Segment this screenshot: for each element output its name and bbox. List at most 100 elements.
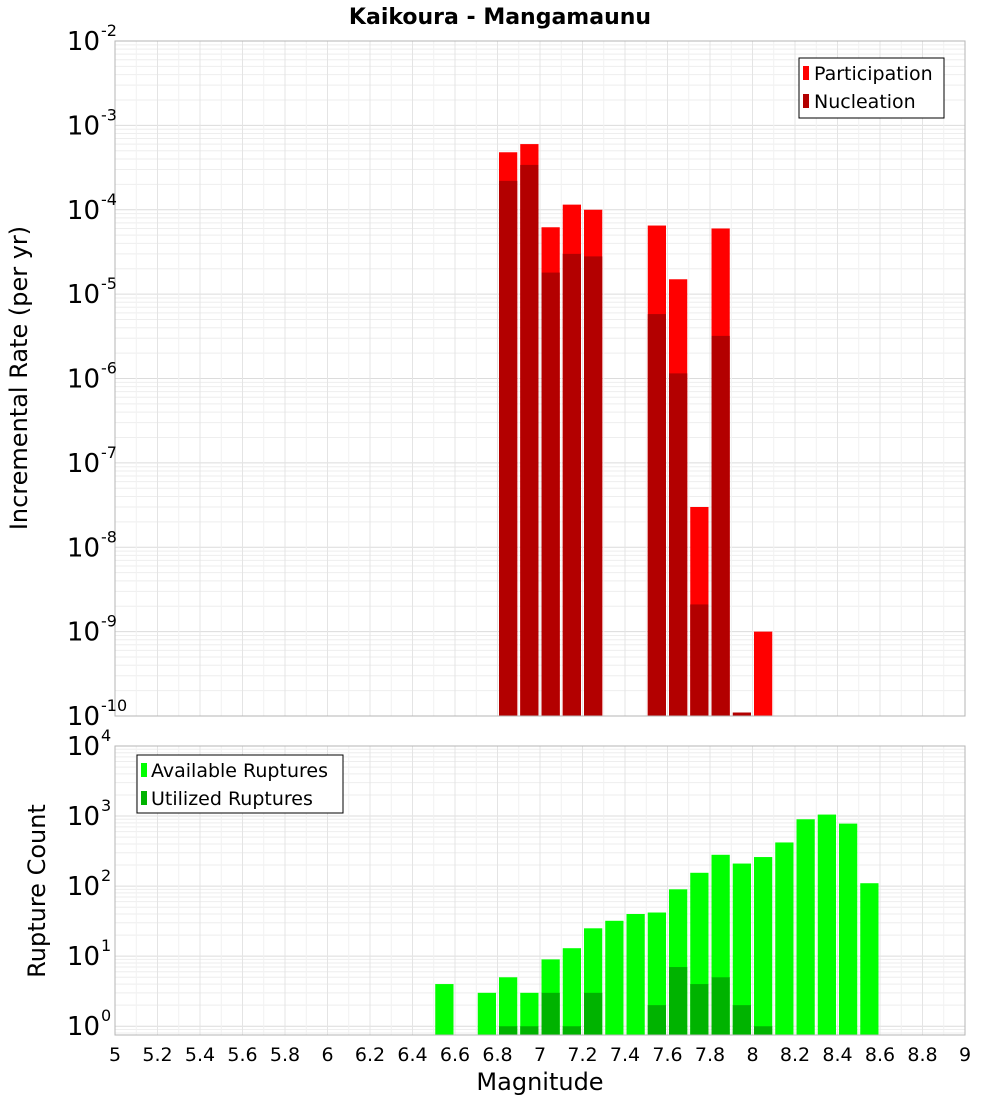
utilized-ruptures-bar: [732, 1005, 751, 1035]
available-ruptures-bar: [775, 842, 794, 1035]
count-plot-border: [114, 745, 966, 1036]
nucleation-bar: [520, 164, 539, 716]
count-legend: Available Ruptures Utilized Ruptures: [136, 754, 344, 814]
nucleation-bar: [732, 712, 751, 716]
x-tick-label: 9: [959, 1044, 971, 1066]
x-tick-label: 6.6: [440, 1044, 470, 1066]
y-tick-exponent: 0: [101, 1006, 111, 1025]
utilized-ruptures-bar: [711, 977, 730, 1035]
y-tick-exponent: 2: [101, 866, 111, 885]
x-tick-label: 8: [746, 1044, 758, 1066]
count-bars: [435, 814, 879, 1035]
available-ruptures-bar: [477, 992, 496, 1035]
utilized-ruptures-bar: [541, 992, 560, 1035]
available-ruptures-bar: [732, 863, 751, 1035]
rate-panel: 10-210-310-410-510-610-710-810-910-10 In…: [5, 21, 966, 732]
nucleation-bar: [541, 272, 560, 716]
y-tick-base: 10: [67, 872, 100, 902]
y-tick-exponent: -9: [101, 612, 117, 631]
y-tick-exponent: -10: [101, 696, 127, 715]
y-tick-exponent: -4: [101, 190, 117, 209]
available-ruptures-bar: [839, 823, 858, 1035]
utilized-ruptures-bar: [690, 984, 709, 1035]
utilized-ruptures-bar: [584, 992, 603, 1035]
available-ruptures-bar: [817, 814, 836, 1035]
x-tick-label: 5.4: [185, 1044, 215, 1066]
rate-y-tick-labels: 10-210-310-410-510-610-710-810-910-10: [67, 21, 127, 732]
utilized-ruptures-bar: [669, 967, 688, 1035]
utilized-ruptures-bar: [754, 1026, 773, 1035]
rate-plot-border: [114, 40, 966, 717]
nucleation-bar: [499, 180, 518, 716]
available-ruptures-bar: [520, 992, 539, 1035]
x-tick-label: 6: [321, 1044, 333, 1066]
y-tick-base: 10: [67, 280, 100, 310]
legend-label-nucleation: Nucleation: [814, 91, 916, 113]
y-tick-exponent: 4: [101, 726, 111, 745]
available-ruptures-bar: [562, 948, 581, 1035]
y-tick-base: 10: [67, 942, 100, 972]
rate-y-axis-label: Incremental Rate (per yr): [5, 226, 33, 530]
x-tick-label: 6.2: [355, 1044, 385, 1066]
y-tick-base: 10: [67, 732, 100, 762]
legend-swatch-participation: [803, 66, 809, 80]
y-tick-exponent: -8: [101, 527, 117, 546]
y-tick-base: 10: [67, 27, 100, 57]
nucleation-bar: [690, 604, 709, 716]
x-tick-label: 7.6: [652, 1044, 682, 1066]
nucleation-bar: [711, 335, 730, 716]
nucleation-bar: [647, 314, 666, 716]
nucleation-bar: [562, 253, 581, 716]
x-tick-label: 7.8: [695, 1044, 725, 1066]
legend-label-utilized: Utilized Ruptures: [151, 788, 313, 810]
utilized-ruptures-bar: [562, 1026, 581, 1035]
x-tick-label: 8.6: [865, 1044, 895, 1066]
y-tick-exponent: 3: [101, 796, 111, 815]
y-tick-exponent: 1: [101, 936, 111, 955]
magnitude-x-tick-labels: 5 5.2 5.4 5.6 5.8 6 6.2 6.4 6.6 6.8 7 7.2 7.4 7.6 7.8 8…: [109, 1044, 971, 1066]
y-tick-base: 10: [67, 196, 100, 226]
available-ruptures-bar: [626, 914, 645, 1035]
x-tick-label: 6.8: [482, 1044, 512, 1066]
legend-swatch-utilized: [141, 791, 147, 805]
rate-legend-box: [798, 57, 945, 119]
x-tick-label: 6.4: [397, 1044, 427, 1066]
count-y-axis-label: Rupture Count: [23, 804, 51, 978]
x-axis-label: Magnitude: [476, 1068, 603, 1096]
nucleation-bar: [584, 256, 603, 716]
x-tick-label: 7.2: [567, 1044, 597, 1066]
x-tick-label: 5.2: [142, 1044, 172, 1066]
y-tick-base: 10: [67, 533, 100, 563]
available-ruptures-bar: [754, 857, 773, 1035]
utilized-ruptures-bar: [647, 1005, 666, 1035]
x-tick-label: 8.2: [780, 1044, 810, 1066]
y-tick-exponent: -2: [101, 21, 117, 40]
utilized-ruptures-bar: [520, 1026, 539, 1035]
legend-swatch-nucleation: [803, 94, 809, 108]
y-tick-base: 10: [67, 802, 100, 832]
rate-legend: Participation Nucleation: [798, 57, 945, 119]
available-ruptures-bar: [796, 819, 815, 1035]
y-tick-base: 10: [67, 365, 100, 395]
available-ruptures-bar: [499, 977, 518, 1035]
y-tick-base: 10: [67, 618, 100, 648]
chart-title: Kaikoura - Mangamaunu: [349, 5, 651, 30]
rate-gridlines: [114, 40, 966, 717]
y-tick-base: 10: [67, 1012, 100, 1042]
y-tick-base: 10: [67, 449, 100, 479]
legend-label-participation: Participation: [814, 63, 933, 85]
y-tick-base: 10: [67, 702, 100, 732]
y-tick-exponent: -6: [101, 359, 117, 378]
y-tick-exponent: -5: [101, 274, 117, 293]
utilized-ruptures-bar: [499, 1026, 518, 1035]
y-tick-exponent: -7: [101, 443, 117, 462]
legend-swatch-available: [141, 763, 147, 777]
x-tick-label: 5: [109, 1044, 121, 1066]
x-tick-label: 7: [534, 1044, 546, 1066]
x-tick-label: 7.4: [610, 1044, 640, 1066]
x-tick-label: 8.8: [907, 1044, 937, 1066]
available-ruptures-bar: [860, 883, 879, 1035]
